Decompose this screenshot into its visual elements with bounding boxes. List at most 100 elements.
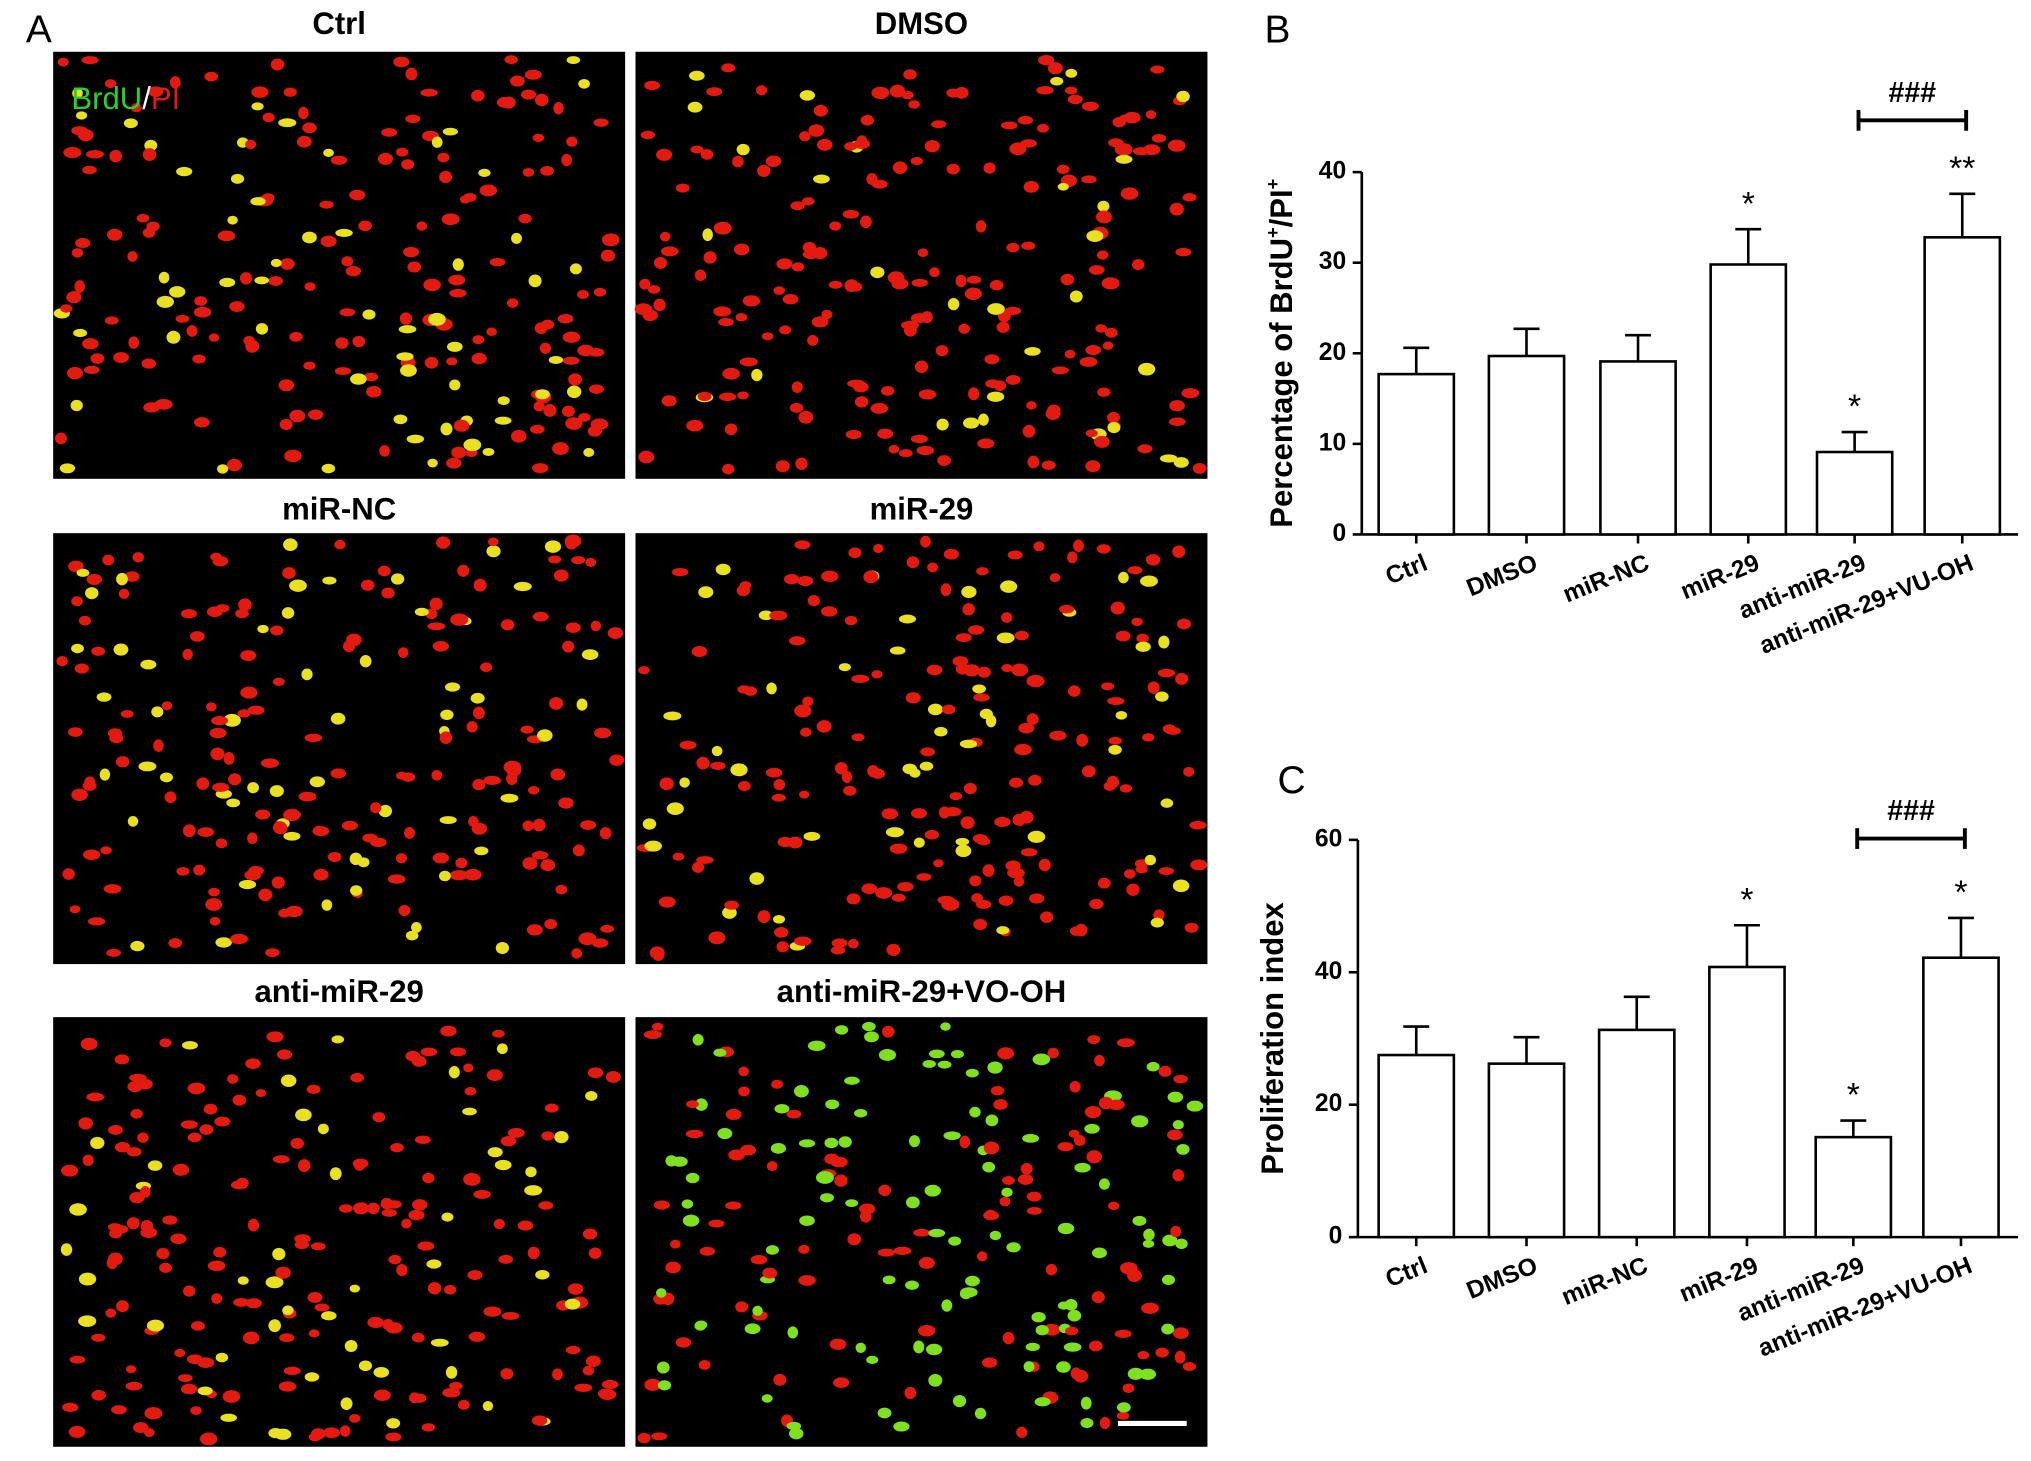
cell bbox=[972, 834, 988, 844]
cell bbox=[444, 682, 461, 692]
cell bbox=[524, 1185, 543, 1196]
cell bbox=[208, 333, 220, 342]
cell bbox=[886, 943, 901, 957]
cell bbox=[1050, 76, 1064, 86]
cell bbox=[711, 745, 723, 757]
cell bbox=[1057, 182, 1069, 191]
cell bbox=[972, 684, 986, 694]
cell bbox=[1099, 1178, 1110, 1190]
cell bbox=[686, 419, 704, 432]
cell bbox=[1150, 917, 1164, 928]
cell bbox=[451, 446, 467, 459]
cell bbox=[1096, 250, 1109, 260]
cell bbox=[501, 1311, 520, 1320]
cell bbox=[791, 381, 803, 393]
cell bbox=[100, 846, 112, 855]
cell bbox=[313, 868, 329, 881]
cell bbox=[387, 874, 406, 884]
cell bbox=[73, 328, 88, 338]
cell bbox=[965, 1275, 980, 1287]
cell bbox=[501, 794, 517, 803]
cell bbox=[1036, 86, 1054, 95]
cell bbox=[889, 646, 906, 655]
cell bbox=[922, 1060, 936, 1068]
cell bbox=[794, 704, 812, 718]
cell bbox=[432, 852, 450, 864]
cell bbox=[920, 535, 931, 548]
cell bbox=[62, 1402, 79, 1413]
cell bbox=[1023, 1361, 1035, 1373]
stain-label: BrdU/PI bbox=[71, 81, 180, 116]
cell bbox=[1014, 630, 1029, 641]
cell bbox=[1176, 90, 1190, 103]
cell bbox=[653, 298, 666, 312]
cell bbox=[330, 712, 346, 725]
cell bbox=[304, 1372, 320, 1382]
cell bbox=[904, 1386, 917, 1400]
cell bbox=[1057, 1141, 1074, 1152]
cell bbox=[924, 1184, 941, 1197]
cell bbox=[1139, 1368, 1157, 1380]
cell bbox=[304, 733, 323, 743]
cell bbox=[713, 221, 732, 235]
bar bbox=[1922, 956, 2000, 1239]
cell bbox=[1064, 349, 1076, 359]
cell bbox=[124, 571, 140, 582]
cell bbox=[1143, 1228, 1155, 1241]
cell bbox=[486, 1069, 503, 1081]
cell bbox=[494, 1159, 512, 1171]
cell bbox=[164, 791, 177, 804]
cell bbox=[1006, 1242, 1021, 1253]
cell bbox=[487, 1147, 503, 1158]
cell bbox=[1045, 1263, 1058, 1276]
cell bbox=[420, 1047, 438, 1057]
cell bbox=[1094, 435, 1110, 448]
cell bbox=[733, 243, 750, 256]
cell bbox=[82, 1154, 94, 1166]
cell bbox=[1067, 1309, 1082, 1322]
cell bbox=[1067, 685, 1081, 697]
cell bbox=[927, 562, 939, 573]
cell bbox=[367, 1316, 384, 1329]
cell bbox=[1011, 663, 1029, 677]
cell bbox=[496, 1043, 508, 1055]
cell bbox=[816, 720, 832, 733]
cell bbox=[756, 85, 768, 96]
cell bbox=[1182, 1362, 1197, 1372]
cell bbox=[964, 287, 982, 300]
cell bbox=[601, 233, 620, 247]
cell bbox=[940, 1022, 951, 1031]
cell bbox=[590, 620, 602, 632]
cell bbox=[776, 941, 789, 953]
bar bbox=[1599, 360, 1677, 536]
cell bbox=[180, 1120, 198, 1129]
cell bbox=[1002, 1331, 1015, 1345]
cell bbox=[102, 554, 115, 566]
cell bbox=[213, 1246, 227, 1258]
cell bbox=[373, 1389, 391, 1401]
y-tick-label: 20 bbox=[1315, 1090, 1342, 1117]
cell bbox=[996, 321, 1010, 333]
cell bbox=[1107, 422, 1121, 434]
cell bbox=[450, 613, 469, 626]
cell bbox=[793, 1085, 809, 1098]
cell bbox=[352, 1158, 369, 1169]
cell bbox=[87, 917, 106, 926]
cell bbox=[321, 899, 333, 911]
cell bbox=[698, 1360, 711, 1370]
cell bbox=[298, 106, 309, 120]
cell bbox=[235, 608, 249, 619]
cell bbox=[242, 1331, 260, 1345]
cell bbox=[1145, 554, 1161, 566]
cell bbox=[928, 1228, 946, 1238]
cell bbox=[1091, 1291, 1105, 1304]
cell bbox=[436, 536, 451, 549]
cell bbox=[395, 853, 408, 864]
cell bbox=[933, 859, 944, 868]
cell bbox=[541, 1131, 555, 1141]
cell bbox=[908, 1135, 920, 1148]
cell bbox=[290, 1138, 305, 1149]
cell bbox=[1124, 869, 1136, 879]
cell bbox=[401, 159, 415, 170]
cell bbox=[909, 768, 921, 778]
